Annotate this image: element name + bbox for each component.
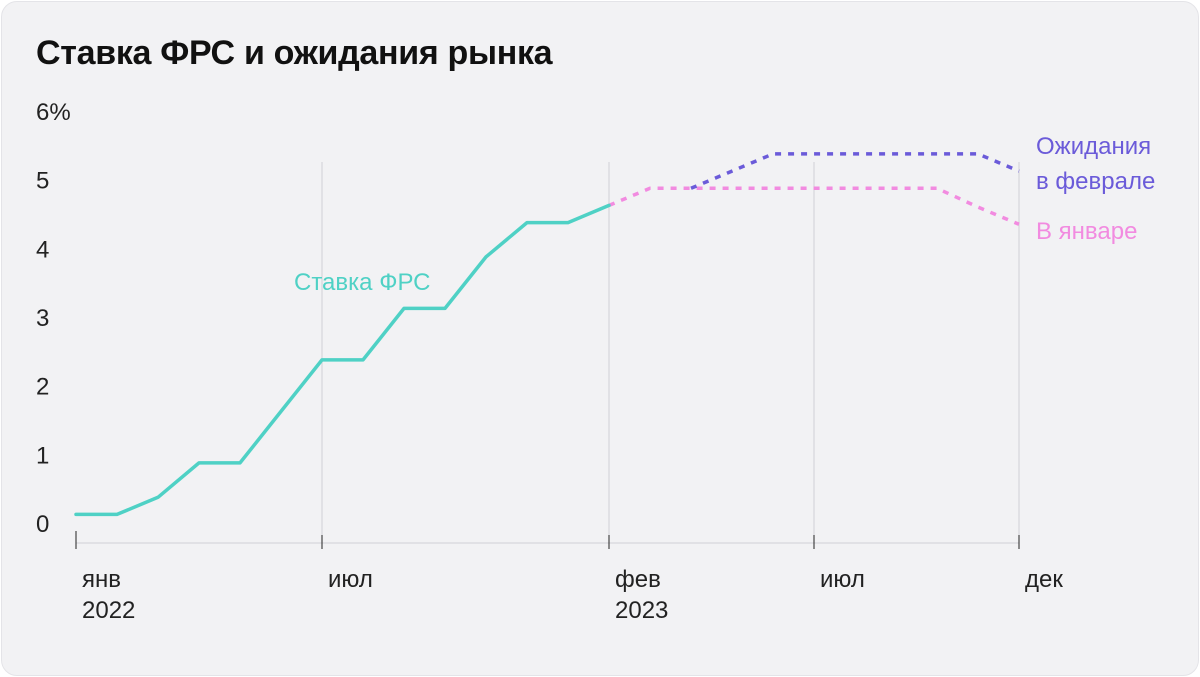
series-fed-rate (74, 203, 611, 517)
y-axis-ticks: 0 1 2 3 4 5 6% (36, 99, 71, 538)
x-tick-year: 2022 (82, 597, 135, 624)
series-expect-jan (608, 186, 1020, 226)
chart-title: Ставка ФРС и ожидания рынка (36, 34, 553, 72)
y-tick-label: 5 (36, 168, 49, 195)
grid-layer (321, 162, 1020, 543)
label-fed-rate: Ставка ФРС (294, 269, 431, 296)
label-expect-jan: В январе (1036, 218, 1137, 245)
x-tick-label: янв (82, 566, 121, 593)
y-tick-label: 6% (36, 99, 71, 126)
x-tick-year: 2023 (615, 597, 668, 624)
y-tick-label: 2 (36, 374, 49, 401)
x-tick-label: июл (328, 566, 373, 593)
y-tick-label: 0 (36, 511, 49, 538)
axis-layer (75, 531, 1020, 549)
y-tick-label: 3 (36, 305, 49, 332)
y-tick-label: 1 (36, 442, 49, 469)
series-expect-feb (690, 152, 1020, 190)
x-axis-ticks: янв 2022 июл фев 2023 июл дек (82, 566, 1063, 624)
y-tick-label: 4 (36, 236, 49, 263)
x-tick-label: дек (1025, 566, 1063, 593)
series-layer (74, 152, 1020, 517)
label-expect-feb-line2: в феврале (1036, 168, 1155, 195)
x-tick-label: фев (615, 566, 661, 593)
label-expect-feb-line1: Ожидания (1036, 133, 1151, 160)
x-tick-label: июл (820, 566, 865, 593)
